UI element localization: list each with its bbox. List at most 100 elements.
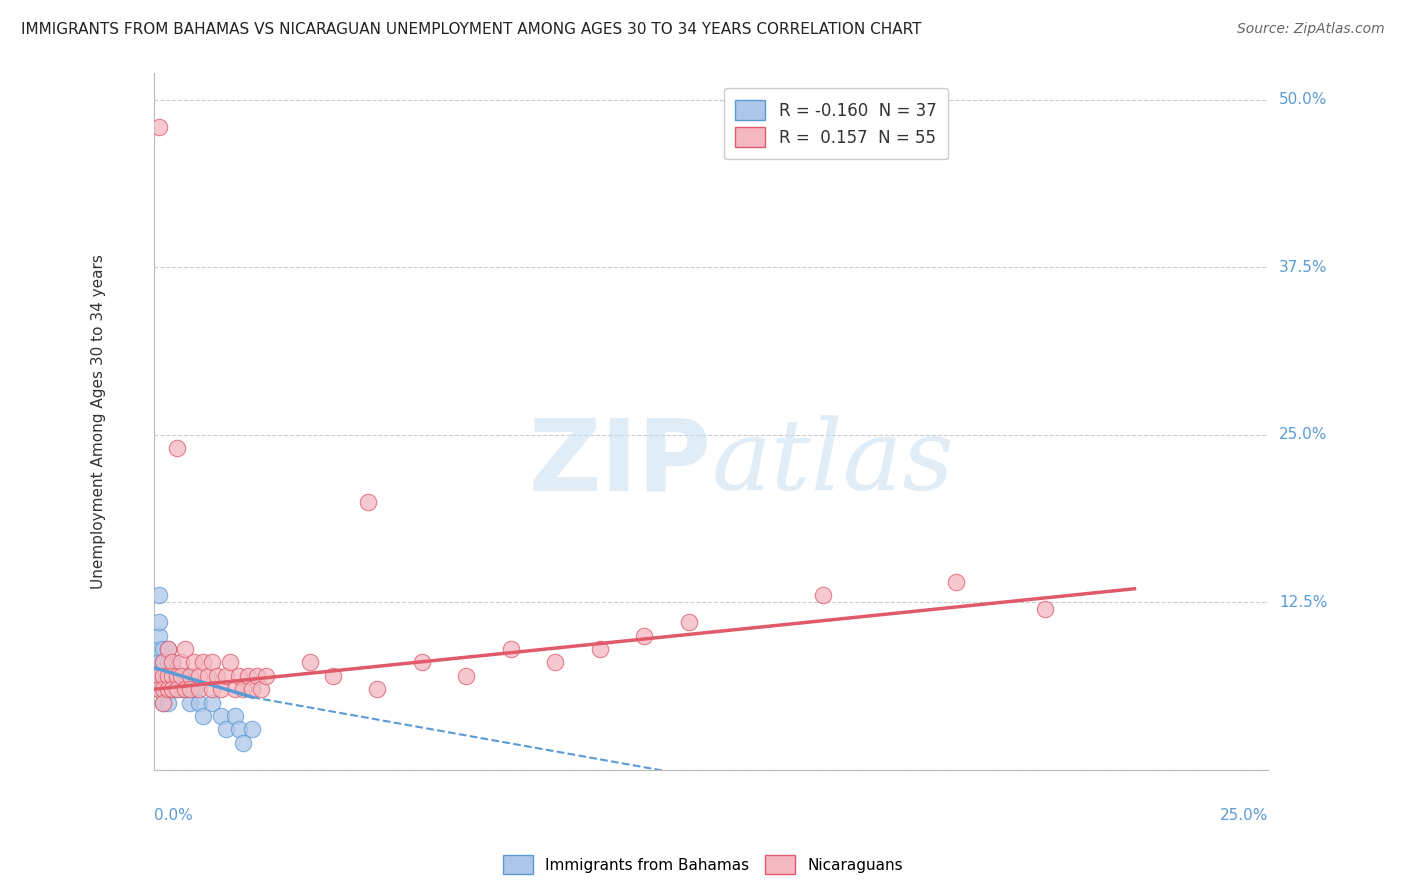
- Legend: Immigrants from Bahamas, Nicaraguans: Immigrants from Bahamas, Nicaraguans: [496, 849, 910, 880]
- Point: [148, 656, 170, 670]
- Point: [357, 494, 380, 508]
- Point: [209, 709, 232, 723]
- Point: [183, 656, 205, 670]
- Point: [152, 656, 174, 670]
- Point: [187, 682, 209, 697]
- Point: [152, 682, 174, 697]
- Point: [174, 669, 197, 683]
- Point: [250, 682, 273, 697]
- Text: 25.0%: 25.0%: [1279, 427, 1327, 442]
- Point: [811, 589, 834, 603]
- Point: [166, 682, 188, 697]
- Point: [148, 589, 170, 603]
- Point: [201, 696, 224, 710]
- Point: [232, 736, 254, 750]
- Point: [156, 682, 179, 697]
- Text: 25.0%: 25.0%: [1220, 808, 1268, 823]
- Point: [166, 682, 188, 697]
- Point: [170, 656, 193, 670]
- Text: ZIP: ZIP: [529, 415, 711, 512]
- Text: Source: ZipAtlas.com: Source: ZipAtlas.com: [1237, 22, 1385, 37]
- Point: [156, 642, 179, 657]
- Point: [544, 656, 567, 670]
- Point: [456, 669, 478, 683]
- Point: [240, 682, 263, 697]
- Point: [232, 682, 254, 697]
- Point: [193, 656, 215, 670]
- Point: [166, 669, 188, 683]
- Point: [224, 709, 246, 723]
- Point: [152, 669, 174, 683]
- Point: [236, 669, 259, 683]
- Point: [148, 120, 170, 134]
- Point: [148, 629, 170, 643]
- Point: [156, 669, 179, 683]
- Point: [299, 656, 322, 670]
- Point: [246, 669, 269, 683]
- Point: [156, 642, 179, 657]
- Point: [152, 682, 174, 697]
- Point: [160, 682, 183, 697]
- Point: [152, 669, 174, 683]
- Point: [197, 669, 219, 683]
- Point: [174, 642, 197, 657]
- Point: [152, 642, 174, 657]
- Point: [179, 696, 201, 710]
- Point: [224, 682, 246, 697]
- Point: [152, 682, 174, 697]
- Point: [201, 656, 224, 670]
- Point: [187, 696, 209, 710]
- Point: [156, 696, 179, 710]
- Point: [152, 669, 174, 683]
- Point: [148, 669, 170, 683]
- Point: [160, 669, 183, 683]
- Point: [148, 669, 170, 683]
- Point: [148, 642, 170, 657]
- Point: [170, 682, 193, 697]
- Text: IMMIGRANTS FROM BAHAMAS VS NICARAGUAN UNEMPLOYMENT AMONG AGES 30 TO 34 YEARS COR: IMMIGRANTS FROM BAHAMAS VS NICARAGUAN UN…: [21, 22, 921, 37]
- Point: [174, 682, 197, 697]
- Point: [228, 723, 250, 737]
- Point: [166, 669, 188, 683]
- Point: [166, 441, 188, 455]
- Point: [228, 669, 250, 683]
- Point: [209, 682, 232, 697]
- Point: [152, 696, 174, 710]
- Point: [179, 669, 201, 683]
- Point: [499, 642, 522, 657]
- Point: [411, 656, 433, 670]
- Point: [148, 682, 170, 697]
- Point: [240, 723, 263, 737]
- Point: [148, 682, 170, 697]
- Point: [156, 656, 179, 670]
- Point: [205, 669, 228, 683]
- Point: [156, 682, 179, 697]
- Point: [1033, 602, 1056, 616]
- Point: [160, 682, 183, 697]
- Point: [214, 723, 236, 737]
- Point: [219, 656, 242, 670]
- Point: [156, 669, 179, 683]
- Point: [945, 575, 967, 590]
- Point: [366, 682, 388, 697]
- Point: [160, 669, 183, 683]
- Point: [170, 669, 193, 683]
- Point: [183, 682, 205, 697]
- Point: [322, 669, 344, 683]
- Text: 50.0%: 50.0%: [1279, 92, 1327, 107]
- Point: [187, 669, 209, 683]
- Point: [179, 682, 201, 697]
- Text: 0.0%: 0.0%: [155, 808, 193, 823]
- Text: atlas: atlas: [711, 416, 953, 511]
- Point: [152, 656, 174, 670]
- Point: [254, 669, 277, 683]
- Point: [148, 615, 170, 630]
- Point: [201, 682, 224, 697]
- Point: [152, 696, 174, 710]
- Point: [589, 642, 612, 657]
- Text: Unemployment Among Ages 30 to 34 years: Unemployment Among Ages 30 to 34 years: [91, 254, 105, 589]
- Legend: R = -0.160  N = 37, R =  0.157  N = 55: R = -0.160 N = 37, R = 0.157 N = 55: [724, 88, 948, 159]
- Point: [160, 656, 183, 670]
- Text: 37.5%: 37.5%: [1279, 260, 1327, 275]
- Point: [160, 656, 183, 670]
